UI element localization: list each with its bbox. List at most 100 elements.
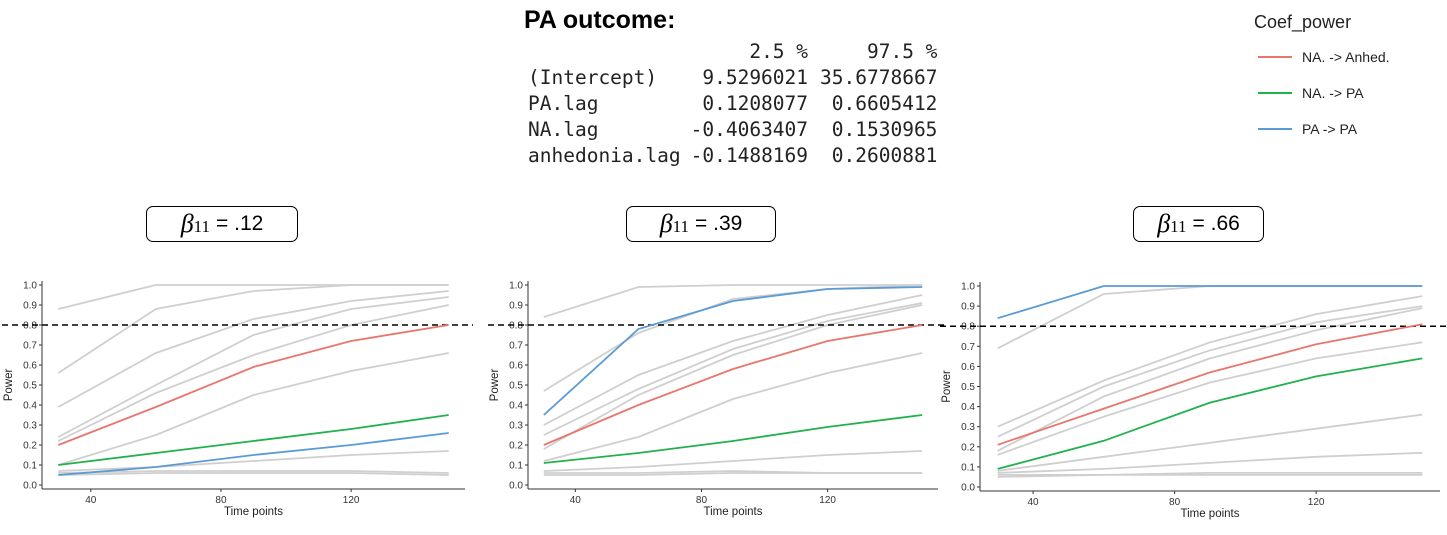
x-tick-label: 40: [570, 495, 582, 506]
background-series-line: [58, 450, 449, 472]
legend-label: NA. -> PA: [1302, 85, 1364, 101]
legend-label: NA. -> Anhed.: [1302, 49, 1390, 65]
y-tick-label: 0.4: [509, 401, 523, 412]
ci-high-value: 0.6605412: [831, 91, 938, 115]
y-tick-label: 0.4: [23, 401, 37, 412]
y-tick-label: 0.2: [961, 442, 975, 453]
y-tick-label: 0.6: [509, 361, 523, 372]
background-series-line: [997, 451, 1423, 474]
series-line: [543, 414, 923, 464]
x-tick-label: 120: [343, 495, 360, 506]
ci-high-value: 0.1530965: [831, 117, 938, 141]
row-label: anhedonia.lag: [528, 143, 681, 167]
row-label: PA.lag: [528, 91, 599, 115]
background-series-line: [57, 296, 449, 438]
legend: Coef_power NA. -> Anhed. NA. -> PA PA ->…: [1254, 12, 1390, 147]
series-line: [997, 285, 1423, 320]
x-tick-label: 40: [1028, 497, 1040, 508]
background-series-line: [997, 285, 1423, 350]
beta-label-box: β 11 = .66: [1133, 206, 1264, 242]
legend-item: PA -> PA: [1254, 111, 1390, 147]
y-tick-label: 0.8: [23, 321, 37, 332]
x-axis-label: Time points: [1180, 508, 1239, 520]
y-axis-label: Power: [489, 369, 501, 402]
y-tick-label: 0.0: [509, 481, 523, 492]
background-series-line: [543, 472, 923, 476]
y-tick-label: 0.9: [509, 301, 523, 312]
table-row: (Intercept) 9.5296021 35.6778667: [528, 64, 937, 90]
beta-symbol: β: [659, 209, 673, 238]
background-series-line: [543, 450, 923, 472]
series-line: [58, 432, 449, 476]
series-line: [543, 324, 923, 446]
beta-value: = .12: [216, 212, 264, 235]
x-tick-label: 80: [696, 495, 708, 506]
y-tick-label: 0.5: [509, 381, 523, 392]
beta-label-box: β 11 = .12: [146, 206, 298, 242]
background-series-line: [57, 284, 449, 374]
background-series-line: [997, 305, 1423, 438]
beta-value: = .66: [1192, 212, 1240, 235]
y-tick-label: 0.1: [23, 461, 37, 472]
series-line: [57, 324, 449, 446]
legend-item: NA. -> Anhed.: [1254, 39, 1390, 75]
y-tick-label: 1.0: [23, 281, 37, 292]
y-tick-label: 0.6: [961, 362, 975, 373]
y-tick-label: 0.8: [509, 321, 523, 332]
y-tick-label: 0.1: [961, 462, 975, 473]
x-tick-label: 80: [1169, 497, 1181, 508]
y-tick-label: 0.7: [509, 341, 523, 352]
ci-low-value: 9.5296021: [702, 65, 809, 89]
x-axis-label: Time points: [703, 506, 762, 518]
ci-high-value: 35.6778667: [820, 65, 938, 89]
ci-low-value: 0.1208077: [702, 91, 809, 115]
series-line: [997, 357, 1423, 470]
background-series-line: [997, 307, 1423, 452]
table-row: anhedonia.lag -0.1488169 0.2600881: [528, 142, 937, 168]
ci-low-value: -0.1488169: [690, 143, 809, 167]
background-series-line: [58, 352, 449, 466]
series-line: [58, 414, 449, 466]
table-row: PA.lag 0.1208077 0.6605412: [528, 90, 937, 116]
beta-value: = .39: [695, 212, 743, 235]
x-tick-label: 120: [1308, 497, 1325, 508]
x-tick-label: 80: [215, 495, 227, 506]
legend-key: [1258, 92, 1292, 94]
legend-item: NA. -> PA: [1254, 75, 1390, 111]
beta-subscript: 11: [1170, 217, 1187, 236]
y-tick-label: 0.3: [23, 421, 37, 432]
background-series-line: [543, 352, 923, 462]
background-series-line: [58, 472, 449, 476]
y-tick-label: 0.2: [23, 441, 37, 452]
beta-symbol: β: [1157, 209, 1171, 238]
x-axis-label: Time points: [224, 506, 283, 518]
legend-title: Coef_power: [1254, 12, 1352, 32]
beta-symbol: β: [180, 209, 194, 238]
y-tick-label: 0.3: [509, 421, 523, 432]
y-tick-label: 0.8: [961, 322, 975, 333]
ci-low-value: -0.4063407: [690, 117, 809, 141]
background-series-line: [57, 304, 449, 442]
legend-key: [1258, 128, 1292, 130]
power-chart-panel-3: 0.0 0.1 0.2 0.3 0.4 0.5 0.6 0.7 0.8 0.9 1.0 40 80 120…: [940, 282, 1447, 520]
legend-label: PA -> PA: [1302, 121, 1358, 137]
y-tick-label: 0.9: [23, 301, 37, 312]
table-header-cell: 97.5 %: [866, 39, 938, 63]
x-tick-label: 40: [85, 495, 97, 506]
table-header-row: 2.5 % 97.5 %: [528, 38, 937, 64]
legend-key: [1258, 56, 1292, 58]
y-tick-label: 0.7: [23, 341, 37, 352]
background-series-line: [58, 470, 449, 474]
table-header-cell: 2.5 %: [749, 39, 809, 63]
y-tick-label: 0.3: [961, 422, 975, 433]
y-tick-label: 0.9: [961, 302, 975, 313]
table-row: NA.lag -0.4063407 0.1530965: [528, 116, 937, 142]
beta-subscript: 11: [672, 217, 690, 236]
y-axis-label: Power: [941, 370, 953, 403]
table-header-cell: [528, 38, 691, 64]
page-title: PA outcome:: [524, 6, 676, 34]
power-chart-panel-2: 0.0 0.1 0.2 0.3 0.4 0.5 0.6 0.7 0.8 0.9 1.0 40 80 120…: [488, 281, 946, 518]
row-label: NA.lag: [528, 117, 599, 141]
y-tick-label: 0.0: [23, 481, 37, 492]
x-tick-label: 120: [819, 495, 836, 506]
